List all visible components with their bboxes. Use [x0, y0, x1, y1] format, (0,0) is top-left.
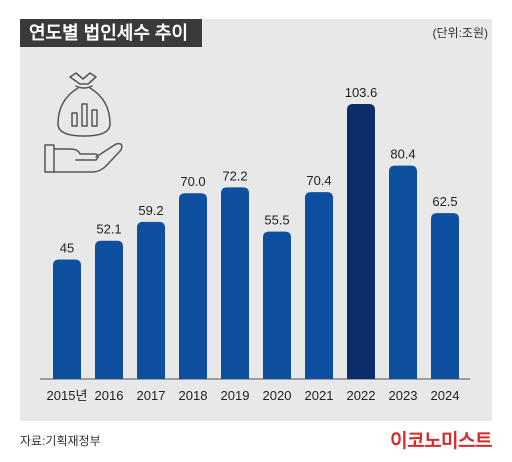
x-tick-label: 2023 [389, 388, 418, 403]
x-tick-label: 2024 [431, 388, 460, 403]
value-label: 45 [60, 241, 74, 256]
value-label: 55.5 [264, 213, 289, 228]
value-label: 62.5 [432, 194, 457, 209]
brand-logo: 이코노미스트 [390, 431, 492, 452]
bar-2024 [431, 213, 459, 379]
x-tick-label: 2019 [221, 388, 250, 403]
x-tick-label: 2020 [263, 388, 292, 403]
bar-2022 [347, 104, 375, 379]
x-tick-label: 2016 [95, 388, 124, 403]
value-label: 52.1 [96, 222, 121, 237]
value-label: 70.4 [306, 173, 331, 188]
bar-2015년 [53, 259, 81, 379]
value-label: 103.6 [345, 85, 378, 100]
bar-2023 [389, 165, 417, 379]
bar-2018 [179, 193, 207, 379]
money-bag-hand-icon [44, 72, 123, 173]
source-label: 자료:기획재정부 [20, 434, 101, 448]
x-tick-label: 2018 [179, 388, 208, 403]
bar-2021 [305, 192, 333, 379]
value-label: 70.0 [180, 174, 205, 189]
x-tick-label: 2022 [347, 388, 376, 403]
x-tick-label: 2017 [137, 388, 166, 403]
chart-title: 연도별 법인세수 추이 [20, 19, 203, 47]
value-label: 80.4 [390, 147, 415, 162]
title-bar: 연도별 법인세수 추이 (단위:조원) [20, 19, 492, 47]
bar-2016 [95, 240, 123, 379]
x-tick-label: 2021 [305, 388, 334, 403]
bar-2020 [263, 231, 291, 379]
unit-label: (단위:조원) [432, 26, 489, 40]
bar-2017 [137, 221, 165, 379]
value-label: 59.2 [138, 203, 163, 218]
bar-2019 [221, 187, 249, 379]
x-tick-label: 2015년 [47, 388, 88, 403]
value-label: 72.2 [222, 168, 247, 183]
